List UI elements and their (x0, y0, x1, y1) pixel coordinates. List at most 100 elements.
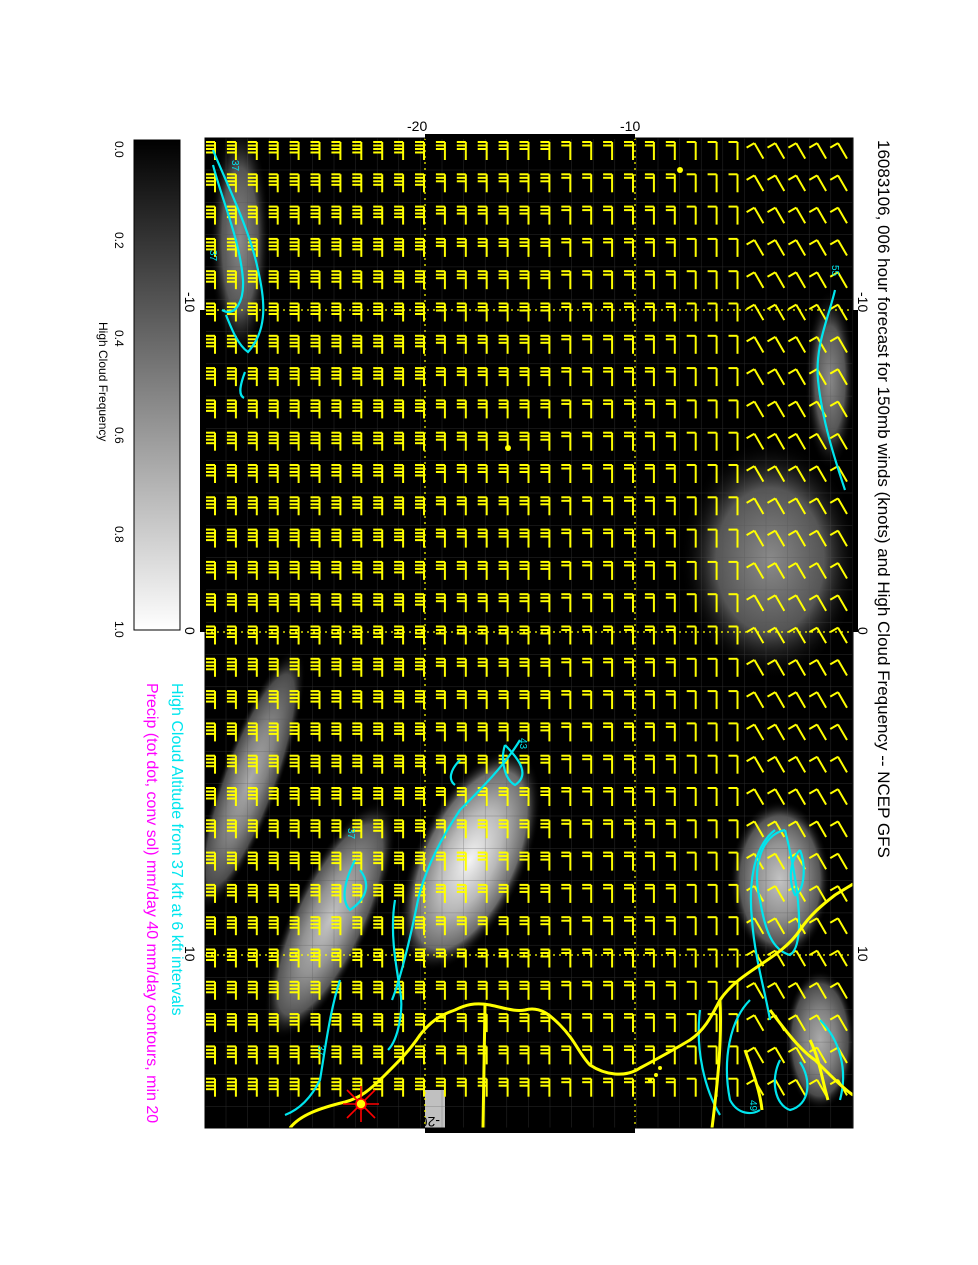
wind-barb (728, 173, 739, 193)
wind-barb (787, 303, 807, 321)
wind-barb (644, 787, 655, 806)
wind-barb (394, 625, 405, 645)
wind-barb (582, 883, 593, 903)
wind-barb (665, 1077, 676, 1097)
wind-barb (665, 302, 676, 322)
wind-barb (728, 916, 739, 936)
wind-barb (247, 819, 258, 839)
wind-barb (829, 982, 848, 999)
wind-barb (394, 237, 405, 257)
wind-barb (415, 431, 425, 451)
wind-barb (226, 722, 237, 742)
wind-barb (206, 657, 216, 677)
wind-barb (477, 851, 488, 871)
wind-barb (373, 657, 384, 677)
wind-barb (456, 1077, 467, 1097)
wind-barb (268, 657, 279, 677)
wind-barb (707, 948, 718, 968)
contour-label: 55 (829, 265, 840, 277)
wind-barb (540, 560, 551, 580)
wind-barb (582, 980, 593, 1000)
wind-barb (582, 205, 593, 225)
wind-barb (226, 1077, 237, 1097)
wind-barb (498, 787, 509, 806)
wind-barb (498, 1013, 509, 1033)
wind-barb (352, 948, 363, 968)
wind-barb (787, 659, 807, 676)
wind-barb (226, 819, 237, 839)
wind-barb (310, 754, 321, 774)
wind-barb (498, 1045, 509, 1065)
wind-barb (247, 464, 258, 483)
altitude-caption: High Cloud Altitude from 37 kft at 6 kft… (168, 683, 185, 1016)
wind-barb (728, 851, 739, 871)
wind-barb (624, 883, 634, 903)
wind-barb (226, 916, 237, 936)
wind-barb (310, 464, 321, 483)
wind-barb (686, 883, 697, 903)
wind-barb (561, 1077, 572, 1097)
wind-barb (268, 819, 279, 839)
wind-barb (206, 690, 216, 710)
bottom-tick: -20 (419, 1114, 440, 1130)
wind-barb (787, 206, 807, 224)
wind-barb (624, 496, 634, 516)
wind-barb (808, 723, 827, 741)
wind-barb (540, 399, 551, 419)
wind-barb (206, 980, 216, 1000)
wind-barb (707, 883, 718, 903)
wind-barb (331, 270, 342, 290)
wind-barb (728, 399, 739, 419)
wind-barb (707, 1045, 718, 1065)
wind-barb (519, 367, 530, 387)
wind-barb (665, 916, 676, 936)
wind-barb (456, 496, 467, 516)
wind-barb (767, 723, 786, 741)
wind-barb (746, 497, 765, 515)
wind-barb (519, 754, 530, 774)
wind-barb (603, 237, 614, 257)
wind-barb (540, 593, 551, 613)
wind-barb (686, 431, 697, 451)
wind-barb (829, 820, 848, 838)
wind-barb (561, 560, 572, 580)
wind-barb (540, 173, 551, 193)
wind-barb (665, 722, 676, 742)
wind-barb (435, 367, 446, 387)
wind-barb (331, 399, 342, 419)
wind-barb (686, 851, 697, 871)
wind-barb (289, 980, 300, 1000)
wind-barb (226, 270, 237, 290)
wind-barb (498, 690, 509, 710)
wind-barb (582, 528, 593, 548)
wind-barb (686, 657, 697, 677)
wind-barb (519, 237, 530, 257)
wind-barb (247, 528, 258, 548)
wind-barb (624, 302, 634, 322)
wind-barb (289, 754, 300, 774)
wind-barb (289, 302, 300, 322)
wind-barb (477, 980, 488, 1000)
wind-barb (519, 690, 530, 710)
wind-barb (561, 237, 572, 257)
wind-barb (498, 173, 509, 193)
wind-barb (767, 206, 786, 224)
wind-barb (394, 205, 405, 225)
wind-barb (665, 334, 676, 354)
wind-barb (352, 270, 363, 290)
wind-barb (829, 206, 848, 224)
wind-barb (268, 690, 279, 710)
wind-barb (540, 948, 551, 968)
wind-barb (435, 496, 446, 516)
wind-barb (289, 496, 300, 516)
wind-barb (435, 1077, 446, 1097)
wind-barb (787, 982, 807, 999)
wind-barb (310, 916, 321, 936)
wind-barb (582, 302, 593, 322)
wind-barb (707, 690, 718, 710)
contour-labels: 37 37 43 37 37 55 49 (207, 160, 840, 1112)
wind-barb (561, 270, 572, 290)
wind-barb (310, 657, 321, 677)
wind-barb (289, 851, 300, 871)
wind-barb (686, 948, 697, 968)
